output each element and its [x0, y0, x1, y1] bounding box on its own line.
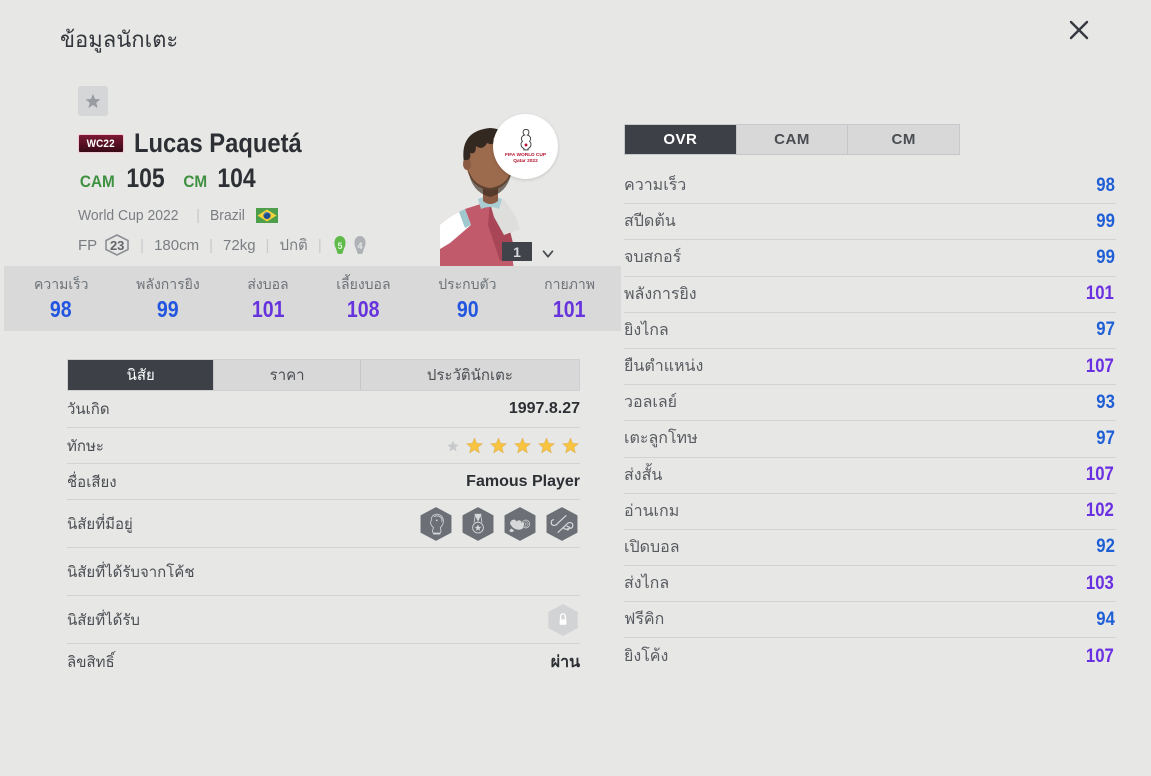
svg-text:4: 4: [357, 241, 362, 251]
svg-text:5: 5: [337, 241, 342, 251]
